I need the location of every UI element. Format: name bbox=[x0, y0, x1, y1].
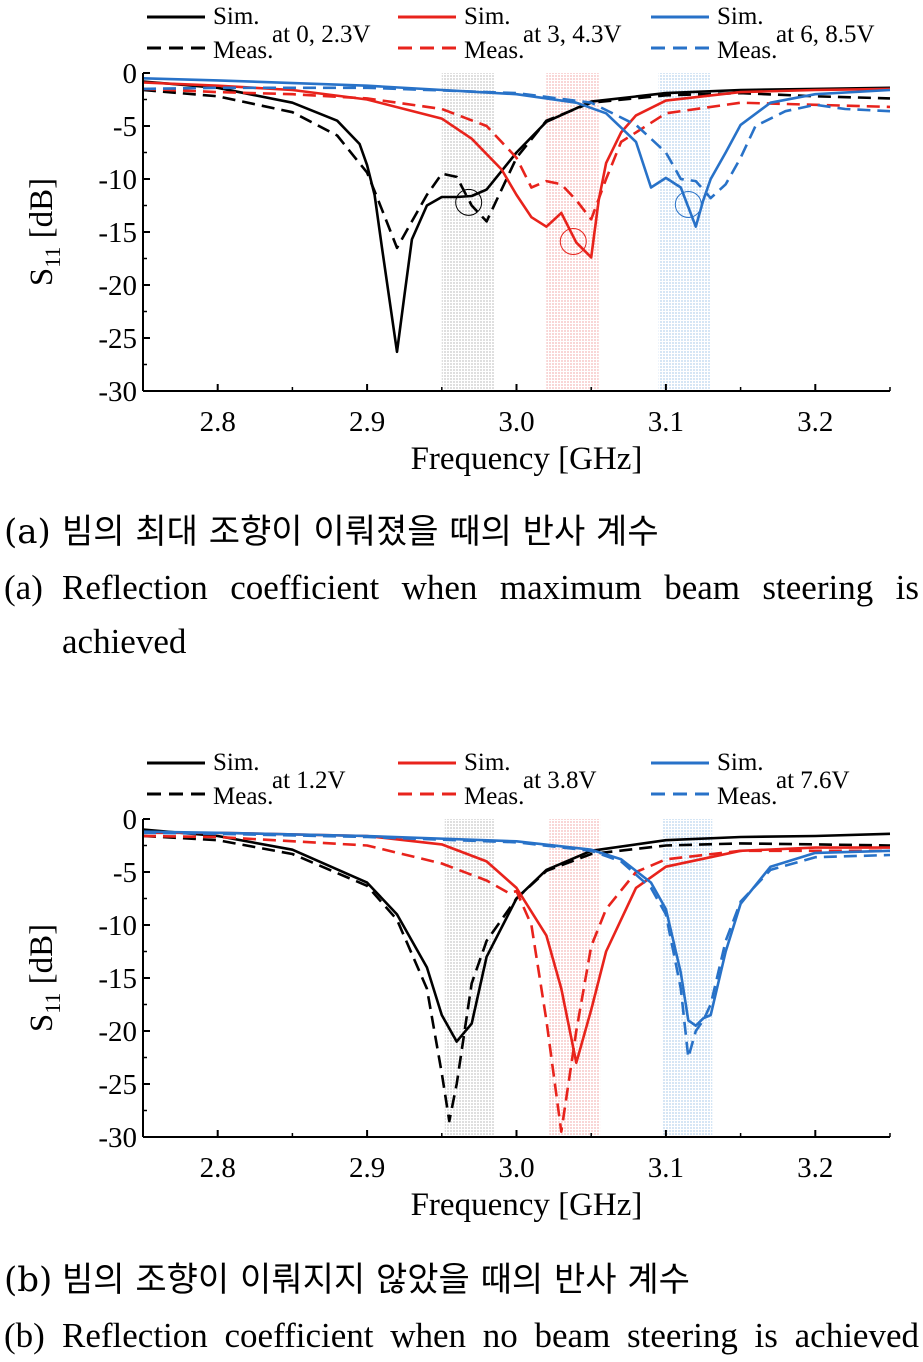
chart-b-series-line bbox=[142, 831, 891, 1059]
chart-a: 0 -5 -10 -15 -20 -25 -30 2.8 2.9 3.0 3.1 3.2 Frequen… bbox=[24, 3, 891, 477]
chart-b-legend-sim-label: Sim. bbox=[717, 749, 764, 776]
chart-b-x-axis-title: Frequency [GHz] bbox=[411, 1187, 643, 1223]
chart-a-y-tick-label: -20 bbox=[98, 270, 137, 302]
chart-a-y-axis-title: S11 [dB] bbox=[24, 178, 65, 286]
chart-a-legend-sim-label: Sim. bbox=[717, 3, 764, 30]
caption-a-label-en: (a) bbox=[4, 568, 43, 607]
chart-b-y-title-main: S bbox=[24, 1014, 60, 1032]
caption-b-label-en: (b) bbox=[4, 1316, 45, 1355]
chart-b-highlight-band bbox=[662, 819, 713, 1137]
chart-a-x-tick-label: 2.9 bbox=[349, 406, 385, 438]
chart-a-highlight-band bbox=[546, 73, 599, 391]
chart-b-y-title-sub: 11 bbox=[40, 993, 65, 1014]
chart-b-y-tick-label: -30 bbox=[98, 1122, 137, 1154]
chart-a-legend-sim-label: Sim. bbox=[213, 3, 260, 30]
chart-a-marker-circle bbox=[455, 188, 483, 216]
chart-b-highlight-band bbox=[444, 819, 495, 1137]
chart-a-highlight-band bbox=[658, 73, 711, 391]
chart-a-series-line bbox=[142, 88, 891, 250]
chart-b-y-tick-label: -25 bbox=[98, 1069, 137, 1101]
chart-a-y-tick-label: -10 bbox=[98, 164, 137, 196]
chart-b-y-axis-title: S11 [dB] bbox=[24, 924, 65, 1032]
caption-a-korean: (a) 빔의 최대 조향이 이뤄졌을 때의 반사 계수 bbox=[4, 506, 919, 558]
chart-b-legend-sim-label: Sim. bbox=[464, 749, 511, 776]
chart-b-x-tick-label: 2.9 bbox=[349, 1152, 385, 1184]
chart-a-y-tick-label: -25 bbox=[98, 323, 137, 355]
chart-b-series-line bbox=[142, 828, 891, 1043]
chart-a-y-title-unit: [dB] bbox=[24, 178, 60, 247]
chart-a-highlight-band bbox=[441, 73, 495, 391]
caption-b-korean-text: 빔의 조향이 이뤄지지 않았을 때의 반사 계수 bbox=[62, 1260, 690, 1300]
caption-b-korean: (b) 빔의 조향이 이뤄지지 않았을 때의 반사 계수 bbox=[4, 1254, 919, 1306]
chart-b-x-tick-label: 2.8 bbox=[200, 1152, 236, 1184]
chart-a-x-axis-title: Frequency [GHz] bbox=[411, 441, 643, 477]
chart-b-y-title-unit: [dB] bbox=[24, 924, 60, 993]
chart-b-y-tick-label: 0 bbox=[123, 804, 138, 836]
chart-a-x-tick-label: 3.2 bbox=[797, 406, 833, 438]
chart-b-legend-condition: at 7.6V bbox=[776, 767, 850, 794]
chart-b-legend-condition: at 3.8V bbox=[523, 767, 597, 794]
chart-b-x-tick-label: 3.2 bbox=[797, 1152, 833, 1184]
chart-a-marker-circle bbox=[674, 190, 702, 218]
chart-a-x-tick-label: 3.1 bbox=[648, 406, 684, 438]
chart-b-legend-condition: at 1.2V bbox=[272, 767, 346, 794]
chart-b-series-line bbox=[142, 834, 890, 1133]
chart-a-x-tick-label: 3.0 bbox=[498, 406, 534, 438]
chart-b-legend-meas-label: Meas. bbox=[213, 783, 273, 810]
chart-a-y-title-sub: 11 bbox=[40, 247, 65, 268]
chart-a-legend-condition: at 6, 8.5V bbox=[776, 21, 875, 48]
chart-b-x-tick-label: 3.0 bbox=[498, 1152, 534, 1184]
chart-b-y-tick-label: -5 bbox=[113, 857, 137, 889]
chart-a-legend-meas-label: Meas. bbox=[717, 37, 777, 64]
chart-a-series-line bbox=[142, 81, 891, 259]
chart-a-y-tick-label: 0 bbox=[123, 58, 138, 90]
chart-b-series-line bbox=[142, 830, 891, 1027]
caption-b-english-line1: (b) Reflection coefficient when no beam s… bbox=[4, 1310, 919, 1362]
chart-a-y-tick-label: -30 bbox=[98, 376, 137, 408]
chart-b-legend-meas-label: Meas. bbox=[717, 783, 777, 810]
chart-a-marker-circle bbox=[559, 228, 587, 256]
chart-b: 0 -5 -10 -15 -20 -25 -30 2.8 2.9 3.0 3.1 3.2 Frequen… bbox=[24, 749, 891, 1223]
chart-a-series-line bbox=[142, 80, 891, 354]
chart-b-x-tick-label: 3.1 bbox=[648, 1152, 684, 1184]
chart-b-series-line bbox=[143, 831, 890, 1065]
chart-a-legend-meas-label: Meas. bbox=[464, 37, 524, 64]
caption-a-english-text: Reflection coefficient when maximum beam… bbox=[62, 568, 919, 607]
chart-a-x-tick-label: 2.8 bbox=[200, 406, 236, 438]
chart-a-y-tick-label: -5 bbox=[113, 111, 137, 143]
chart-b-y-tick-label: -10 bbox=[98, 910, 137, 942]
chart-a-legend-condition: at 3, 4.3V bbox=[523, 21, 622, 48]
chart-b-legend-sim-label: Sim. bbox=[213, 749, 260, 776]
chart-b-y-tick-label: -20 bbox=[98, 1016, 137, 1048]
chart-b-y-tick-label: -15 bbox=[98, 963, 137, 995]
caption-a-label: (a) bbox=[4, 512, 51, 552]
chart-b-series-line bbox=[142, 834, 891, 1123]
caption-a-english-line2: achieved bbox=[62, 622, 187, 661]
caption-b-english-text: Reflection coefficient when no beam stee… bbox=[62, 1316, 919, 1355]
chart-a-series-line bbox=[142, 86, 891, 200]
chart-a-y-tick-label: -15 bbox=[98, 217, 137, 249]
chart-a-legend-sim-label: Sim. bbox=[464, 3, 511, 30]
chart-a-y-title-main: S bbox=[24, 268, 60, 286]
chart-a-legend-meas-label: Meas. bbox=[213, 37, 273, 64]
chart-b-legend-meas-label: Meas. bbox=[464, 783, 524, 810]
caption-a-korean-text: 빔의 최대 조향이 이뤄졌을 때의 반사 계수 bbox=[62, 512, 659, 552]
chart-a-series-line bbox=[142, 87, 891, 221]
caption-b-label: (b) bbox=[4, 1260, 53, 1300]
caption-a-english-line1: (a) Reflection coefficient when maximum b… bbox=[4, 562, 919, 614]
chart-a-legend-condition: at 0, 2.3V bbox=[272, 21, 371, 48]
